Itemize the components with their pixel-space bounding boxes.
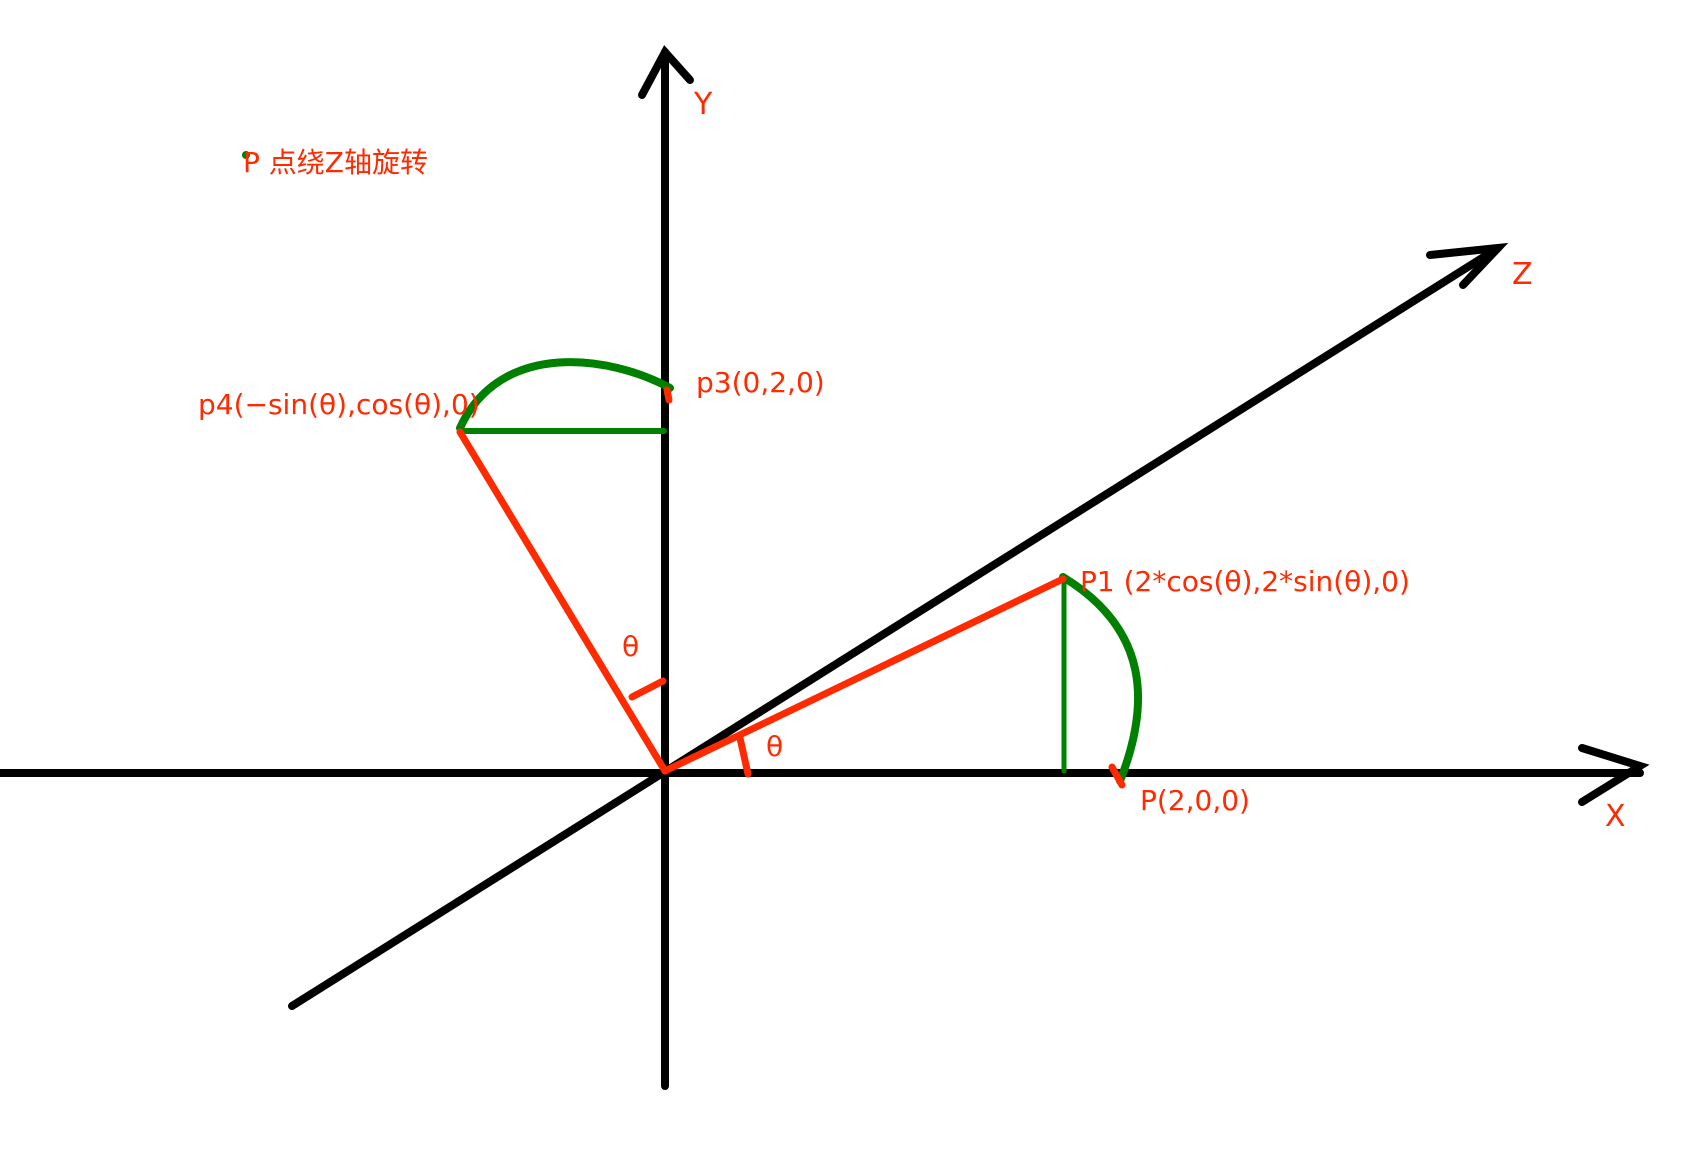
title-marker	[242, 151, 250, 159]
x-axis-label: X	[1605, 799, 1626, 834]
point-p-label: P(2,0,0)	[1140, 784, 1250, 817]
title-marker-dot	[242, 151, 250, 159]
p3-marker	[663, 386, 673, 404]
point-p3-label: p3(0,2,0)	[696, 366, 825, 399]
y-axis-arrowhead	[638, 45, 694, 99]
theta-label-xy: θ	[766, 730, 783, 763]
y-axis-label: Y	[693, 87, 713, 122]
point-p1-label: P1 (2*cos(θ),2*sin(θ),0)	[1080, 565, 1410, 598]
labels: P 点绕Z轴旋转 X Y Z P(2,0,0) P1 (2*cos(θ),2*s…	[198, 87, 1626, 834]
axes	[0, 45, 1650, 1090]
arc-p3-to-p4	[456, 358, 674, 432]
theta-tick-xy	[736, 734, 752, 778]
p-marker	[1108, 763, 1126, 789]
z-axis-label: Z	[1512, 257, 1533, 292]
radius-origin-to-p1	[661, 575, 1067, 775]
point-p4-label: p4(−sin(θ),cos(θ),0)	[198, 388, 480, 421]
arc-p-to-p1	[1059, 573, 1143, 785]
theta-label-y: θ	[622, 630, 639, 663]
x-axis-arrowhead	[1578, 744, 1650, 806]
radius-origin-to-p4	[456, 428, 669, 775]
z-axis-arrowhead	[1426, 242, 1509, 289]
theta-tick-y	[628, 677, 667, 701]
z-axis-line	[288, 244, 1502, 1010]
radius-lines	[456, 386, 1126, 789]
rotation-arcs	[456, 358, 1143, 785]
diagram-title: P 点绕Z轴旋转	[243, 146, 428, 179]
